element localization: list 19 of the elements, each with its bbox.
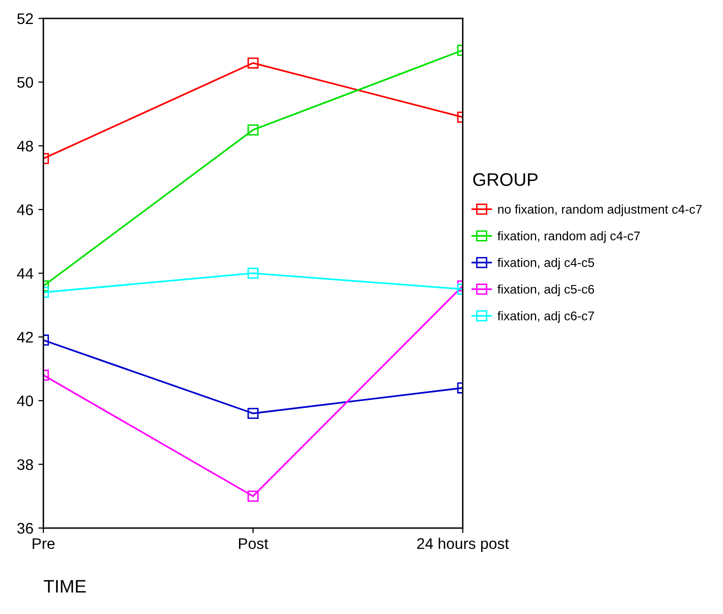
y-tick-label: 38 <box>17 459 33 470</box>
y-tick-label: 36 <box>17 522 33 534</box>
x-tick-label: Pre <box>32 538 55 549</box>
x-tick-label: Post <box>239 538 268 549</box>
y-tick-label: 46 <box>17 204 33 216</box>
y-tick-label: 44 <box>17 268 34 279</box>
y-tick-label: 52 <box>17 13 33 24</box>
x-tick-label: 24 hours post <box>417 538 509 552</box>
x-axis-title: TIME <box>44 580 86 593</box>
legend-title: GROUP <box>473 173 538 186</box>
legend-label: fixation, adj c5-c6 <box>497 284 594 296</box>
legend-label: fixation, adj c6-c7 <box>497 311 594 323</box>
legend-label: fixation, adj c4-c5 <box>497 258 594 270</box>
legend-label: no fixation, random adjustment c4-c7 <box>498 204 702 216</box>
y-tick-label: 50 <box>17 76 34 88</box>
y-tick-label: 40 <box>17 396 34 406</box>
legend-label: fixation, random adj c4-c7 <box>497 231 640 243</box>
y-tick-label: 42 <box>17 332 33 342</box>
y-tick-label: 48 <box>17 140 33 152</box>
